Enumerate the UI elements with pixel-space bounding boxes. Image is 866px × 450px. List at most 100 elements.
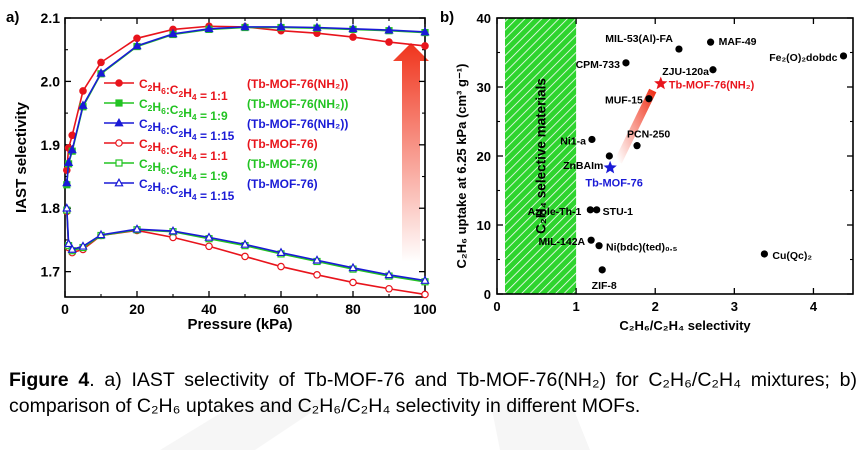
data-point [241, 252, 249, 261]
legend-material: (Tb-MOF-76(NH₂)) [247, 77, 348, 91]
x-axis-label-a: Pressure (kPa) [187, 316, 292, 333]
data-point [276, 247, 286, 257]
point-label: Ni(bdc)(ted)₀.₅ [606, 242, 678, 254]
data-point-b [595, 242, 603, 250]
selective-region [505, 18, 577, 294]
data-point [204, 23, 214, 33]
x-tick-label-a: 20 [129, 301, 145, 317]
series-a-5 [62, 203, 430, 284]
data-point [384, 24, 394, 34]
y-tick-label-a: 1.8 [41, 200, 61, 216]
legend-swatch-marker [115, 139, 123, 147]
legend-swatch-marker [114, 177, 124, 187]
point-label: MUF-15 [605, 95, 643, 107]
highlight-star [603, 160, 617, 174]
y-tick-label-a: 1.9 [41, 137, 61, 153]
increase-arrow [393, 43, 429, 262]
data-point [78, 241, 88, 250]
point-label: MAF-49 [719, 36, 757, 48]
x-tick-label-a: 80 [345, 301, 361, 317]
selective-region-label: C₂H₄ selective materials [534, 78, 549, 234]
data-point-b [709, 66, 717, 74]
y-tick-label-a: 2.0 [41, 73, 61, 89]
data-point [168, 28, 178, 38]
point-label: MIL-142A [538, 236, 585, 248]
legend-swatch-marker [114, 117, 124, 127]
point-label: STU-1 [603, 206, 633, 218]
series-line [66, 26, 426, 183]
series-line [66, 25, 426, 171]
y-tick-label-a: 1.7 [41, 264, 61, 280]
data-point [62, 203, 72, 212]
highlight-star [654, 76, 668, 90]
data-point [421, 42, 429, 50]
series-a-3 [63, 207, 429, 299]
data-point [63, 238, 74, 248]
data-point-b [588, 135, 596, 144]
data-point-b [622, 59, 630, 67]
data-point [385, 284, 393, 293]
data-point [312, 255, 322, 264]
data-point [240, 239, 250, 248]
data-point [79, 87, 87, 95]
data-point [168, 226, 178, 235]
data-point [384, 269, 394, 279]
data-point [205, 242, 213, 251]
data-point [204, 232, 214, 241]
y-axis-label-b: C₂H₆ uptake at 6.25 kPa (cm³ g⁻¹) [454, 64, 469, 269]
data-point-b [839, 52, 848, 60]
data-point [62, 177, 72, 187]
x-tick-label-a: 100 [413, 301, 437, 317]
data-point [96, 229, 106, 239]
y-tick-label-b: 40 [477, 11, 491, 26]
y-tick-label-b: 30 [477, 80, 491, 95]
point-label: Cu(Qc)₂ [772, 250, 812, 262]
panel-a: a) 0 20 40 60 80 100 1.7 1.8 1.9 2.0 2.1 Pressure (k… [6, 9, 437, 333]
data-point [421, 290, 429, 299]
data-point [313, 271, 321, 279]
legend-material: (Tb-MOF-76(NH₂)) [247, 97, 348, 111]
point-label: ZnBAIm [563, 160, 603, 172]
x-tick-label-a: 40 [201, 301, 217, 317]
caption-label: Figure 4 [9, 369, 90, 391]
data-point [348, 23, 358, 33]
x-tick-label-b: 2 [652, 299, 659, 314]
legend-entry: C2H6:C2H4 = 1:9 [139, 97, 228, 123]
data-point [97, 58, 105, 67]
data-point [96, 68, 106, 77]
data-point [385, 38, 393, 46]
legend-entry: C2H6:C2H4 = 1:1 [139, 77, 228, 103]
data-point [78, 100, 88, 109]
panel-label-b: b) [440, 9, 454, 26]
data-point-b [605, 152, 613, 160]
legend-material: (Tb-MOF-76) [247, 137, 318, 151]
x-tick-label-a: 60 [273, 301, 289, 317]
data-point [277, 262, 285, 271]
x-tick-label-b: 0 [493, 299, 500, 314]
figure-caption: Figure 4. a) IAST selectivity of Tb-MOF-… [9, 367, 857, 419]
y-tick-label-b: 10 [477, 218, 491, 233]
data-point [349, 278, 357, 287]
point-label: Tb-MOF-76 [585, 178, 642, 190]
legend-swatch-marker [115, 159, 123, 167]
legend-entry: C2H6:C2H4 = 1:1 [139, 137, 228, 163]
data-point [67, 144, 77, 154]
data-point [348, 262, 358, 272]
caption-text: . a) IAST selectivity of Tb-MOF-76 and T… [9, 369, 857, 417]
legend-entry: C2H6:C2H4 = 1:15 [139, 117, 235, 143]
data-point [349, 33, 357, 41]
data-point [276, 21, 286, 31]
improvement-arrow [614, 88, 657, 164]
legend-material: (Tb-MOF-76) [247, 157, 318, 171]
y-axis-label-a: IAST selectivity [13, 101, 30, 213]
point-label: Ni1-a [560, 135, 586, 147]
data-point-b [633, 142, 641, 150]
point-label: Fe₂(O)₂dobdc [769, 52, 837, 64]
point-label: MIL-53(Al)-FA [605, 33, 673, 45]
data-point [67, 244, 77, 253]
series-a-0 [63, 22, 429, 174]
y-tick-label-a: 2.1 [41, 10, 61, 26]
data-point [420, 26, 430, 36]
